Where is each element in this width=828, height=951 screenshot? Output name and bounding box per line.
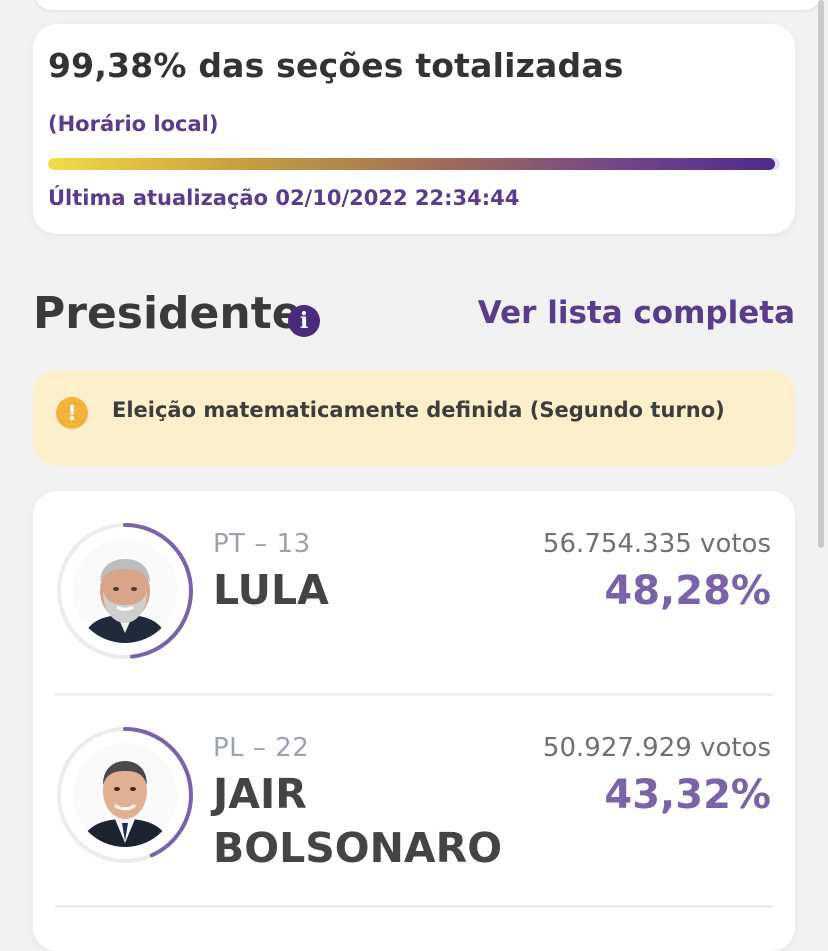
scrollbar[interactable]	[818, 0, 824, 548]
local-time-label: (Horário local)	[48, 112, 219, 136]
sections-totalized-text: 99,38% das seções totalizadas	[48, 46, 624, 85]
vote-share-ring	[57, 727, 193, 863]
candidate-results-card: PT – 13 LULA 56.754.335 votos 48,28%	[33, 491, 795, 951]
candidate-votes: 56.754.335 votos	[542, 529, 771, 559]
vote-share-ring	[57, 523, 193, 659]
candidate-name: LULA	[213, 566, 329, 614]
totalization-progress-bar	[48, 158, 780, 170]
previous-card	[33, 0, 823, 10]
candidate-photo	[73, 539, 177, 643]
last-update-text: Última atualização 02/10/2022 22:34:44	[48, 186, 520, 210]
progress-fill	[48, 158, 776, 170]
row-divider	[55, 905, 773, 908]
candidate-percent: 48,28%	[604, 568, 771, 614]
candidate-photo	[73, 743, 177, 847]
row-divider	[55, 693, 773, 696]
candidate-votes: 50.927.929 votos	[542, 733, 771, 763]
candidate-name-last: BOLSONARO	[213, 824, 503, 872]
candidate-percent: 43,32%	[604, 772, 771, 818]
candidate-party: PT – 13	[213, 529, 311, 559]
candidate-name-first: JAIR	[213, 770, 307, 818]
notice-text: Eleição matematicamente definida (Segund…	[112, 398, 725, 422]
candidate-avatar	[55, 725, 195, 865]
totalization-status-card: 99,38% das seções totalizadas (Horário l…	[33, 24, 795, 234]
warning-icon: !	[56, 397, 88, 429]
candidate-party: PL – 22	[213, 733, 310, 763]
election-notice: ! Eleição matematicamente definida (Segu…	[33, 370, 795, 466]
candidate-avatar	[55, 521, 195, 661]
section-title: Presidente	[33, 288, 302, 339]
full-list-link[interactable]: Ver lista completa	[477, 295, 795, 331]
info-icon[interactable]: i	[288, 305, 320, 337]
